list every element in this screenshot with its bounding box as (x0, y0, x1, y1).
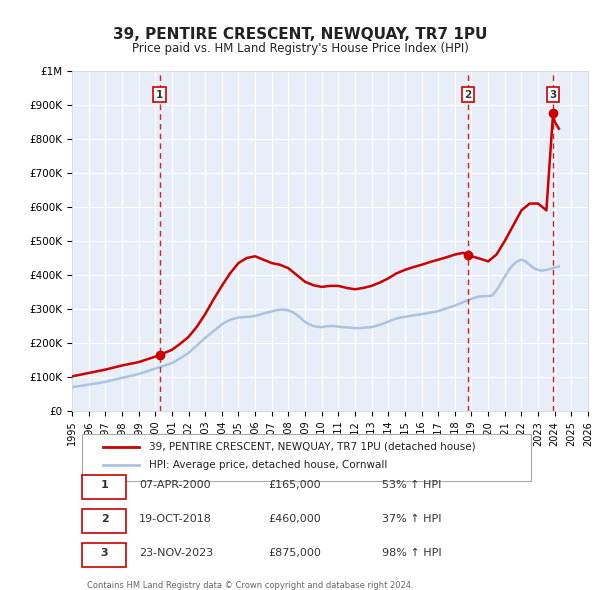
Text: 23-NOV-2023: 23-NOV-2023 (139, 549, 214, 559)
Text: £165,000: £165,000 (268, 480, 321, 490)
Text: HPI: Average price, detached house, Cornwall: HPI: Average price, detached house, Corn… (149, 460, 388, 470)
Text: 3: 3 (101, 549, 109, 559)
Text: 39, PENTIRE CRESCENT, NEWQUAY, TR7 1PU: 39, PENTIRE CRESCENT, NEWQUAY, TR7 1PU (113, 27, 487, 41)
Text: Price paid vs. HM Land Registry's House Price Index (HPI): Price paid vs. HM Land Registry's House … (131, 42, 469, 55)
Text: £460,000: £460,000 (268, 514, 321, 525)
Text: 2: 2 (101, 514, 109, 525)
FancyBboxPatch shape (82, 476, 126, 499)
Text: 3: 3 (550, 90, 557, 100)
Text: Contains HM Land Registry data © Crown copyright and database right 2024.
This d: Contains HM Land Registry data © Crown c… (88, 581, 414, 590)
Text: 19-OCT-2018: 19-OCT-2018 (139, 514, 212, 525)
Text: 37% ↑ HPI: 37% ↑ HPI (382, 514, 441, 525)
Text: £875,000: £875,000 (268, 549, 321, 559)
Text: 39, PENTIRE CRESCENT, NEWQUAY, TR7 1PU (detached house): 39, PENTIRE CRESCENT, NEWQUAY, TR7 1PU (… (149, 442, 476, 452)
FancyBboxPatch shape (82, 543, 126, 566)
Text: 07-APR-2000: 07-APR-2000 (139, 480, 211, 490)
Text: 1: 1 (156, 90, 163, 100)
FancyBboxPatch shape (82, 434, 531, 481)
Text: 53% ↑ HPI: 53% ↑ HPI (382, 480, 441, 490)
FancyBboxPatch shape (82, 509, 126, 533)
Text: 2: 2 (464, 90, 472, 100)
Text: 1: 1 (101, 480, 109, 490)
Text: 98% ↑ HPI: 98% ↑ HPI (382, 549, 441, 559)
